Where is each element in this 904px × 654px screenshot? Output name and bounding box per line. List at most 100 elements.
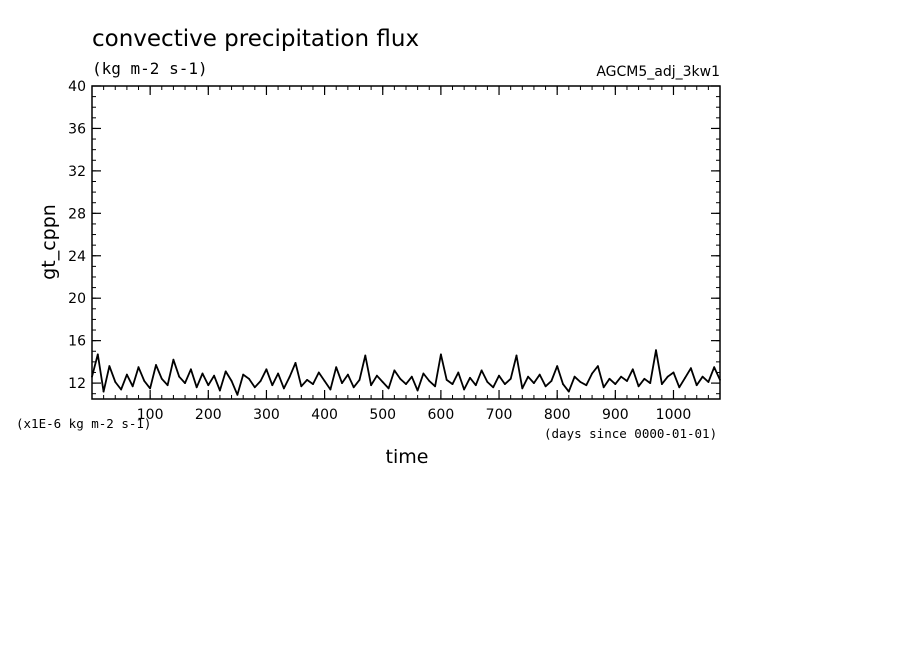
data-point [631, 368, 634, 371]
data-point [504, 383, 506, 385]
data-point [114, 381, 117, 383]
data-point [108, 365, 111, 367]
data-point [614, 383, 617, 385]
data-point [515, 354, 518, 357]
data-point [556, 365, 559, 367]
data-point [364, 354, 367, 357]
data-point [666, 375, 669, 378]
data-point [684, 376, 686, 379]
y-tick-label: 16 [68, 334, 86, 350]
data-point [521, 387, 524, 390]
data-point [637, 385, 640, 388]
y-tick-label: 12 [68, 376, 86, 392]
x-units-note: (days since 0000-01-01) [544, 426, 717, 441]
data-point [201, 372, 204, 375]
data-point [573, 375, 576, 378]
data-point [358, 379, 361, 381]
y-axis-label: gt_cppn [38, 204, 60, 280]
series-layer [91, 349, 721, 396]
data-point [649, 382, 652, 384]
data-point [178, 375, 181, 378]
data-point [480, 369, 483, 372]
series-line-0 [91, 349, 721, 396]
data-point [370, 384, 372, 387]
data-point [626, 380, 628, 382]
data-point [166, 384, 169, 387]
data-point [335, 366, 338, 369]
data-point [184, 382, 186, 384]
data-point [352, 386, 355, 389]
data-point [579, 381, 582, 383]
data-point [661, 383, 663, 385]
data-point [469, 376, 471, 379]
data-point [463, 388, 465, 391]
data-point [277, 372, 279, 375]
data-point [550, 380, 553, 382]
x-tick-label: 900 [602, 407, 629, 423]
data-point [672, 371, 675, 374]
data-point [317, 371, 320, 374]
data-point [399, 377, 402, 380]
data-point [486, 381, 489, 383]
data-point [434, 385, 436, 388]
data-point [428, 380, 431, 382]
data-point [567, 390, 570, 393]
data-point [300, 385, 303, 388]
data-point [713, 366, 716, 369]
x-axis-label: time [386, 446, 429, 468]
data-point [585, 384, 588, 387]
data-point [213, 374, 216, 377]
data-point [527, 375, 529, 378]
data-point [533, 382, 535, 384]
data-point [492, 386, 495, 389]
data-point [306, 379, 308, 381]
data-point [131, 385, 134, 388]
data-point [236, 393, 239, 396]
data-point [224, 370, 227, 373]
data-point [608, 377, 611, 380]
data-point [329, 388, 332, 391]
data-point [405, 383, 407, 385]
data-point [707, 381, 710, 383]
data-point [451, 383, 454, 385]
data-point [341, 382, 343, 384]
data-point [96, 353, 99, 356]
data-point [265, 368, 268, 371]
data-point [701, 375, 704, 378]
data-point [376, 374, 378, 377]
data-point [643, 377, 646, 380]
data-point [126, 373, 128, 376]
plot-frame [91, 85, 721, 400]
data-point [160, 377, 163, 380]
data-point [655, 349, 657, 352]
run-label: AGCM5_adj_3kw1 [596, 64, 720, 80]
data-point [620, 375, 622, 378]
data-point [120, 388, 122, 391]
y-tick-label: 32 [68, 164, 86, 180]
y-tick-label: 20 [68, 291, 86, 307]
data-point [591, 372, 593, 375]
data-point [410, 375, 413, 378]
data-point [230, 380, 233, 382]
x-tick-label: 800 [544, 407, 571, 423]
y-tick-label: 40 [68, 79, 86, 95]
x-tick-label: 400 [311, 407, 338, 423]
data-point [195, 386, 198, 389]
data-point [190, 368, 192, 371]
data-point [219, 389, 221, 392]
data-point [242, 373, 245, 376]
data-point [597, 365, 599, 367]
data-point [253, 386, 256, 389]
data-point [422, 372, 425, 375]
data-point [509, 377, 512, 380]
data-point [259, 380, 262, 382]
y-tick-label: 36 [68, 121, 86, 137]
data-point [347, 373, 349, 376]
data-point [312, 383, 314, 385]
data-point [288, 375, 291, 378]
data-point [695, 384, 698, 387]
data-point [474, 384, 477, 387]
data-point [149, 387, 152, 390]
data-point [143, 380, 146, 382]
